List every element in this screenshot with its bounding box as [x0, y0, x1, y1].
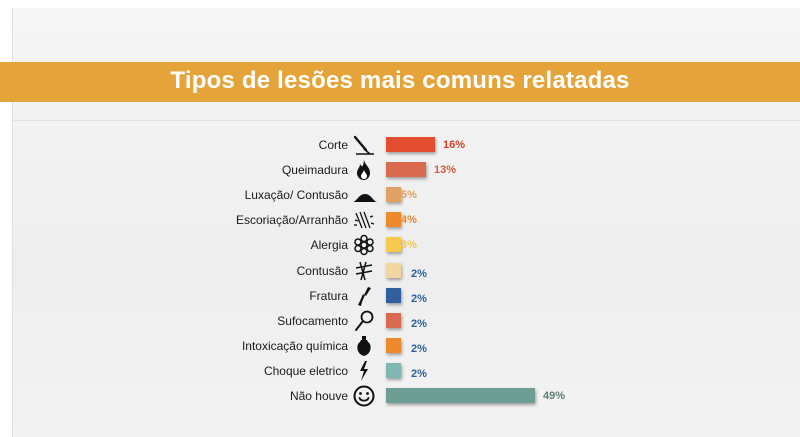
- bar: [386, 262, 401, 278]
- bar: [386, 337, 401, 353]
- bar: [386, 162, 426, 178]
- bar-row: Alergia 3%: [0, 233, 800, 257]
- fire-icon: [352, 159, 376, 181]
- value-label: 2%: [411, 292, 427, 305]
- category-label: Alergia: [310, 238, 348, 253]
- scratch-icon: [352, 209, 376, 231]
- bar-row: Intoxicação química 2%: [0, 334, 800, 358]
- smiley-icon: [352, 385, 376, 407]
- category-label: Fratura: [309, 288, 348, 303]
- bar-row: Sufocamento 2%: [0, 309, 800, 333]
- value-label: 5%: [401, 189, 417, 202]
- value-label: 4%: [401, 214, 417, 227]
- category-label: Escoriação/Arranhão: [235, 213, 348, 228]
- bar: [386, 312, 401, 328]
- bar: [386, 362, 401, 378]
- bar-row: Corte 16%: [0, 133, 800, 157]
- value-label: 2%: [411, 267, 427, 280]
- category-label: Não houve: [289, 389, 348, 403]
- bar: [386, 212, 401, 228]
- bruise-icon: [352, 260, 376, 282]
- fracture-icon: [352, 285, 376, 307]
- bar-row: Fratura 2%: [0, 284, 800, 308]
- knife-icon: [352, 134, 376, 156]
- bar-row: Não houve 49%: [0, 384, 800, 408]
- value-label: 13%: [434, 164, 457, 177]
- bar-row: Contusão 2%: [0, 259, 800, 283]
- value-label: 2%: [411, 342, 427, 355]
- bar-row: Escoriação/Arranhão 4%: [0, 208, 800, 232]
- category-label: Choque eletrico: [263, 363, 348, 378]
- value-label: 2%: [411, 367, 427, 380]
- category-label: Intoxicação química: [241, 338, 348, 353]
- chart-title: Tipos de lesões mais comuns relatadas: [170, 67, 630, 94]
- noose-icon: [352, 310, 376, 332]
- bar: [386, 287, 401, 303]
- category-label: Queimadura: [281, 163, 348, 178]
- bar: [386, 388, 535, 403]
- bar-row: Luxação/ Contusão 5%: [0, 183, 800, 207]
- category-label: Corte: [318, 138, 348, 152]
- category-label: Contusão: [296, 263, 348, 278]
- bar-row: Choque eletrico 2%: [0, 359, 800, 383]
- divider: [12, 120, 800, 121]
- bump-icon: [352, 184, 377, 206]
- value-label: 16%: [443, 139, 466, 151]
- bar: [386, 137, 435, 152]
- category-label: Sufocamento: [277, 313, 348, 328]
- bar-row: Queimadura 13%: [0, 158, 800, 182]
- allergy-icon: [352, 234, 376, 256]
- lightning-icon: [352, 360, 376, 382]
- value-label: 3%: [401, 239, 417, 252]
- poison-bottle-icon: [352, 335, 376, 357]
- category-label: Luxação/ Contusão: [244, 188, 348, 203]
- title-banner: [0, 62, 800, 102]
- bar: [386, 237, 401, 253]
- value-label: 49%: [543, 390, 566, 402]
- bar: [386, 187, 401, 203]
- value-label: 2%: [411, 317, 427, 330]
